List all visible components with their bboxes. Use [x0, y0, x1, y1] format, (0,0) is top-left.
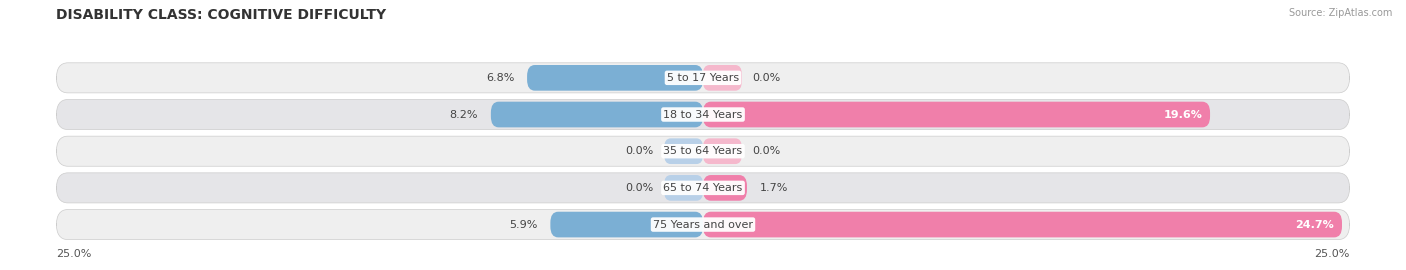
Text: 0.0%: 0.0%	[752, 73, 780, 83]
Text: 6.8%: 6.8%	[485, 73, 515, 83]
FancyBboxPatch shape	[664, 138, 703, 164]
Text: 5 to 17 Years: 5 to 17 Years	[666, 73, 740, 83]
Text: 24.7%: 24.7%	[1295, 220, 1334, 230]
Text: 8.2%: 8.2%	[450, 110, 478, 120]
Text: DISABILITY CLASS: COGNITIVE DIFFICULTY: DISABILITY CLASS: COGNITIVE DIFFICULTY	[56, 8, 387, 22]
Text: Source: ZipAtlas.com: Source: ZipAtlas.com	[1288, 8, 1392, 18]
FancyBboxPatch shape	[703, 175, 747, 201]
Text: 1.7%: 1.7%	[759, 183, 789, 193]
Text: 25.0%: 25.0%	[1315, 249, 1350, 259]
Text: 5.9%: 5.9%	[509, 220, 537, 230]
FancyBboxPatch shape	[527, 65, 703, 91]
Text: 0.0%: 0.0%	[626, 146, 654, 156]
Text: 75 Years and over: 75 Years and over	[652, 220, 754, 230]
FancyBboxPatch shape	[703, 65, 742, 91]
FancyBboxPatch shape	[703, 212, 1341, 237]
Text: 25.0%: 25.0%	[56, 249, 91, 259]
Text: 19.6%: 19.6%	[1163, 110, 1202, 120]
FancyBboxPatch shape	[550, 212, 703, 237]
FancyBboxPatch shape	[703, 138, 742, 164]
Text: 0.0%: 0.0%	[752, 146, 780, 156]
Text: 0.0%: 0.0%	[626, 183, 654, 193]
Text: 35 to 64 Years: 35 to 64 Years	[664, 146, 742, 156]
FancyBboxPatch shape	[56, 136, 1350, 166]
FancyBboxPatch shape	[703, 102, 1211, 127]
FancyBboxPatch shape	[56, 173, 1350, 203]
FancyBboxPatch shape	[491, 102, 703, 127]
FancyBboxPatch shape	[56, 210, 1350, 239]
FancyBboxPatch shape	[56, 63, 1350, 93]
Text: 18 to 34 Years: 18 to 34 Years	[664, 110, 742, 120]
FancyBboxPatch shape	[664, 175, 703, 201]
FancyBboxPatch shape	[56, 99, 1350, 130]
Text: 65 to 74 Years: 65 to 74 Years	[664, 183, 742, 193]
